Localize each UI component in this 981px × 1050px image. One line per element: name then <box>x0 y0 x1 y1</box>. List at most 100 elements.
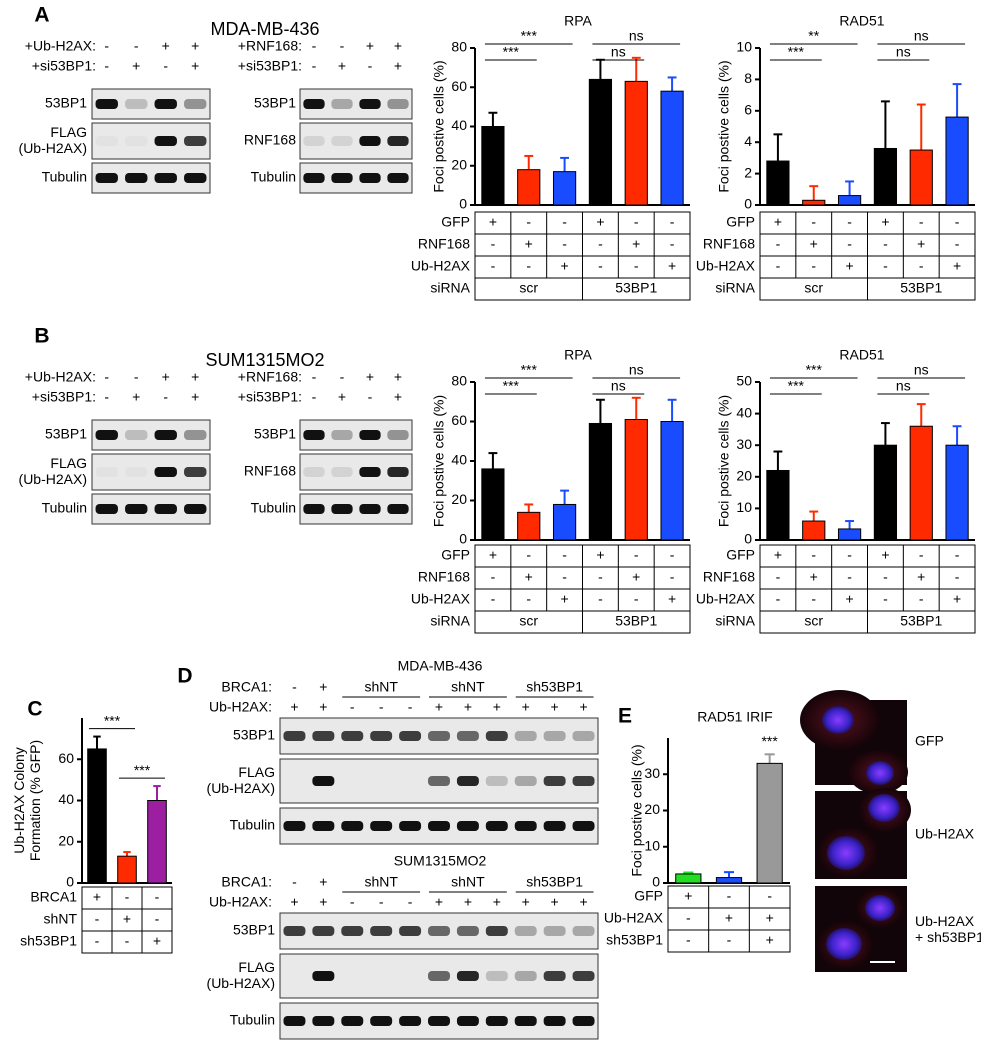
band <box>543 731 566 741</box>
blot-lane-sign: + <box>338 389 346 405</box>
blot-lane-sign: + <box>366 38 374 54</box>
condition-sign: - <box>727 888 732 904</box>
lane-sign: + <box>579 699 587 715</box>
condition-label: RNF168 <box>703 236 755 252</box>
significance-label: ** <box>808 28 819 44</box>
band <box>125 136 147 146</box>
bar <box>945 116 969 206</box>
bar <box>481 468 505 541</box>
lane-sign: + <box>522 894 530 910</box>
band <box>283 1016 306 1026</box>
condition-sign: - <box>883 258 888 274</box>
lane-sign: + <box>464 894 472 910</box>
nucleus <box>826 928 862 960</box>
band <box>485 926 508 936</box>
y-tick-label: 40 <box>58 791 74 807</box>
band <box>543 926 566 936</box>
condition-sign: + <box>953 591 961 607</box>
blot-lane-sign: - <box>163 58 168 74</box>
condition-sign: - <box>955 214 960 230</box>
condition-table <box>667 885 791 953</box>
group-label: - <box>292 874 297 890</box>
y-tick-label: 40 <box>451 452 467 468</box>
y-tick-label: 60 <box>451 78 467 94</box>
band <box>154 504 177 514</box>
condition-sign: - <box>155 889 160 905</box>
band <box>514 971 537 981</box>
blot-lane-sign: - <box>368 389 373 405</box>
condition-sign: + <box>93 889 101 905</box>
condition-label: GFP <box>441 547 470 563</box>
condition-sign: + <box>560 258 568 274</box>
condition-sign: + <box>774 547 782 563</box>
band-label: 53BP1 <box>45 426 87 442</box>
band <box>184 430 207 440</box>
condition-sign: - <box>526 591 531 607</box>
chart-title: RAD51 IRIF <box>697 709 772 725</box>
band <box>331 136 353 146</box>
band <box>312 821 335 831</box>
band <box>370 926 393 936</box>
y-tick-label: 30 <box>644 765 660 781</box>
bar <box>147 800 167 884</box>
group-row-label: siRNA <box>430 613 470 629</box>
band <box>387 136 409 146</box>
y-tick-label: 30 <box>736 436 752 452</box>
lane-sign: - <box>408 894 413 910</box>
band <box>428 971 450 981</box>
y-tick-label: 20 <box>58 832 74 848</box>
panel-letter: C <box>27 698 42 721</box>
condition-sign: - <box>598 258 603 274</box>
significance-label: ns <box>896 44 911 60</box>
band <box>514 821 537 831</box>
condition-sign: - <box>811 214 816 230</box>
band-label: RNF168 <box>244 132 296 148</box>
image-label: Ub-H2AX + sh53BP1 <box>915 913 981 945</box>
significance-label: *** <box>503 378 520 394</box>
band-label: 53BP1 <box>254 95 296 111</box>
condition-label: RNF168 <box>418 569 470 585</box>
band-label: FLAG (Ub-H2AX) <box>207 959 275 991</box>
band <box>359 99 381 109</box>
significance-label: ns <box>914 362 929 378</box>
significance-label: *** <box>134 762 151 778</box>
bar <box>837 528 862 541</box>
condition-sign: + <box>123 911 131 927</box>
lane-sign: - <box>379 699 384 715</box>
condition-sign: - <box>562 236 567 252</box>
band <box>341 821 364 831</box>
lane-sign: - <box>350 894 355 910</box>
nucleus <box>868 794 900 822</box>
band <box>485 1016 508 1026</box>
lane-sign: + <box>290 894 298 910</box>
band <box>184 504 207 514</box>
significance-label: *** <box>788 44 805 60</box>
y-tick-label: 40 <box>736 404 752 420</box>
blot-lane-sign: + <box>191 389 199 405</box>
condition-sign: + <box>810 236 818 252</box>
group-name: scr <box>804 613 823 629</box>
blot-lane-sign: + <box>162 369 170 385</box>
y-tick-label: 80 <box>451 39 467 55</box>
blot-lane-sign: - <box>104 58 109 74</box>
condition-sign: + <box>632 236 640 252</box>
blot-lane-sign: - <box>312 58 317 74</box>
condition-sign: + <box>917 569 925 585</box>
condition-sign: - <box>847 214 852 230</box>
band <box>514 1016 537 1026</box>
condition-sign: + <box>525 236 533 252</box>
band-label: 53BP1 <box>233 727 275 743</box>
lane-sign: + <box>551 894 559 910</box>
condition-sign: - <box>847 569 852 585</box>
band <box>370 731 393 741</box>
band <box>572 731 595 741</box>
condition-sign: - <box>562 569 567 585</box>
chart-title: RAD51 <box>839 347 884 363</box>
band <box>456 1016 479 1026</box>
condition-sign: - <box>811 258 816 274</box>
condition-sign: - <box>776 569 781 585</box>
condition-sign: - <box>919 547 924 563</box>
blot-lane-sign: + <box>132 389 140 405</box>
condition-label: Ub-H2AX <box>604 910 664 926</box>
significance-label: ns <box>629 362 644 378</box>
